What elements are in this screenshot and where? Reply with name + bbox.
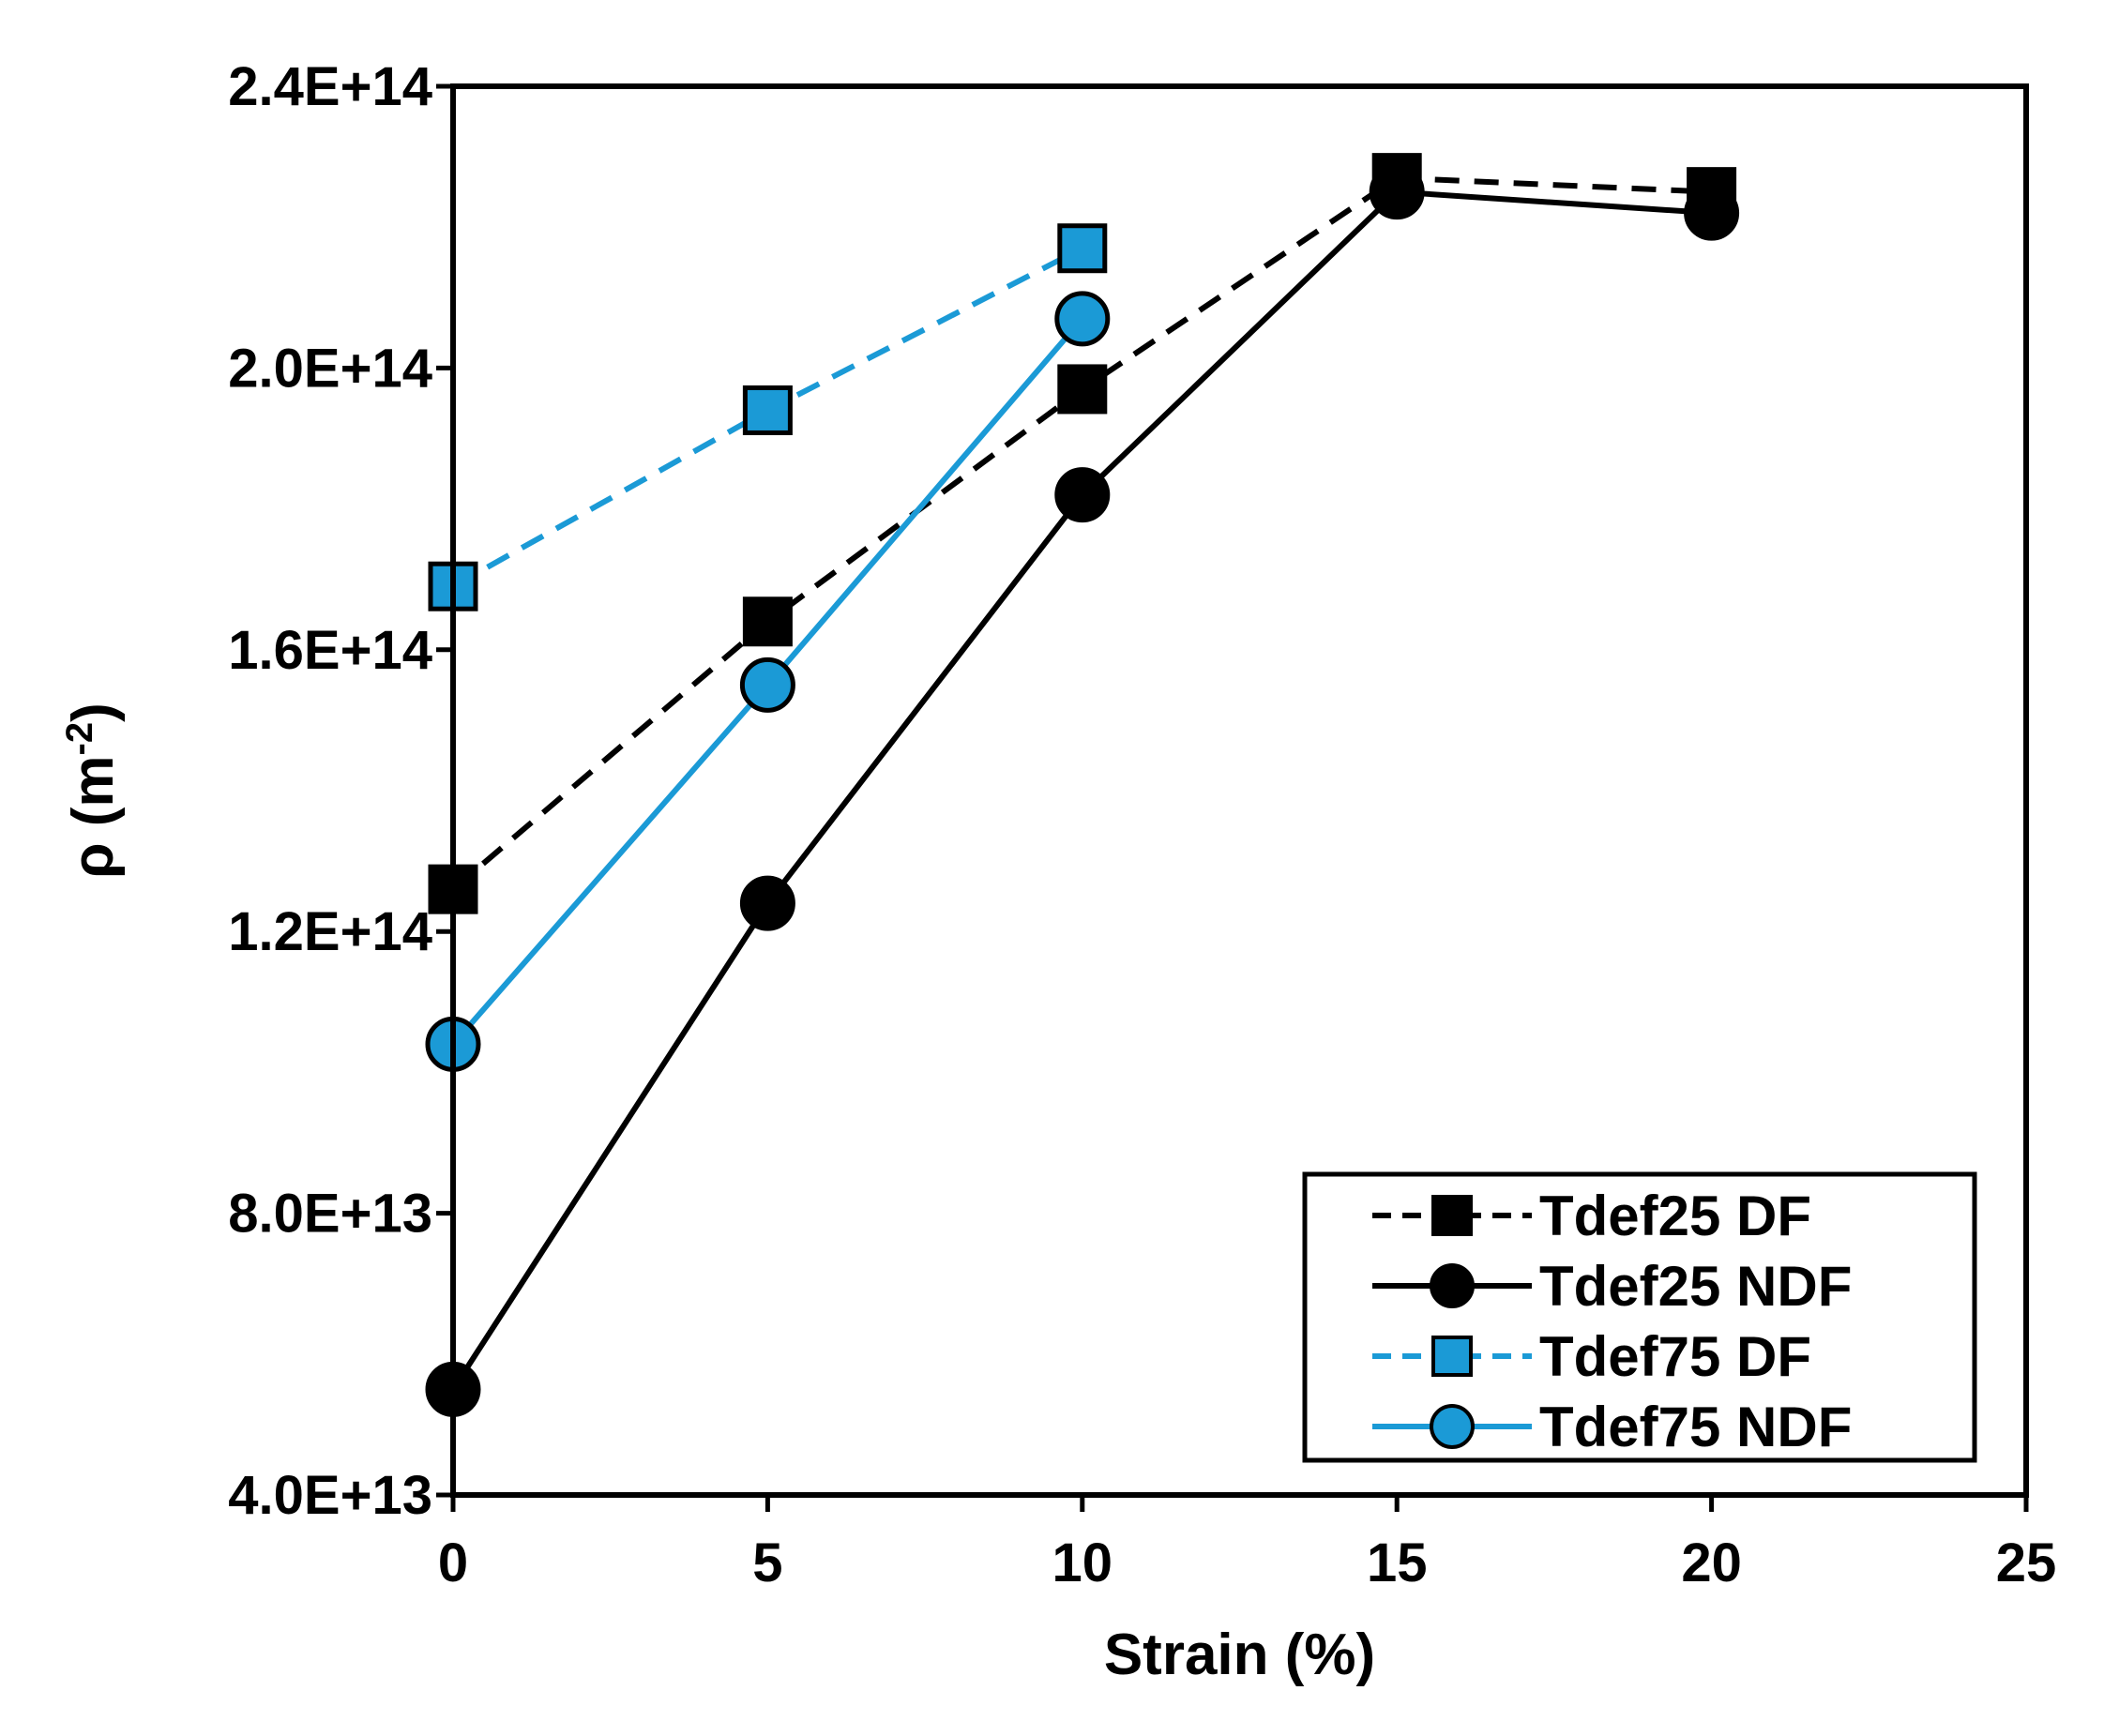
y-tick-label: 8.0E+13 xyxy=(228,1184,432,1245)
legend-item: Tdef75 DF xyxy=(1372,1325,1811,1388)
x-axis-title: Strain (%) xyxy=(1104,1623,1375,1687)
data-point-circle xyxy=(1369,164,1425,220)
x-tick-label: 20 xyxy=(1681,1532,1742,1593)
data-point-square xyxy=(1057,364,1108,415)
y-axis-title-close: ) xyxy=(61,702,126,722)
x-tick-label: 0 xyxy=(438,1532,468,1593)
legend-marker-square xyxy=(1431,1195,1473,1236)
data-point-circle xyxy=(739,657,795,713)
y-axis-title: ρ (m-2) xyxy=(59,702,126,879)
legend-item: Tdef25 DF xyxy=(1372,1185,1811,1247)
data-point-square xyxy=(1057,223,1108,274)
legend-item: Tdef75 NDF xyxy=(1372,1396,1852,1458)
y-tick-label: 4.0E+13 xyxy=(228,1465,432,1526)
y-axis-title-main: ρ (m xyxy=(61,755,126,878)
legend-label: Tdef75 NDF xyxy=(1539,1396,1852,1458)
plot-area-frame xyxy=(450,83,2029,1498)
y-tick-label: 1.6E+14 xyxy=(228,620,432,681)
legend: Tdef25 DF Tdef25 NDF Tdef75 DF Tdef75 NDF xyxy=(1302,1171,1977,1463)
legend-label: Tdef25 NDF xyxy=(1539,1255,1852,1318)
data-point-circle xyxy=(1054,291,1111,347)
legend-box xyxy=(1302,1171,1977,1463)
data-point-square xyxy=(742,385,793,435)
legend-label: Tdef75 DF xyxy=(1539,1325,1811,1388)
x-tick-label: 10 xyxy=(1052,1532,1113,1593)
y-tick-label: 2.4E+14 xyxy=(228,56,432,117)
legend-marker-circle xyxy=(1430,1263,1475,1308)
data-point-circle xyxy=(1054,467,1111,523)
y-axis-title-superscript: -2 xyxy=(59,722,100,756)
legend-marker-circle xyxy=(1430,1404,1475,1449)
y-tick-label: 2.0E+14 xyxy=(228,338,432,399)
legend-marker-square xyxy=(1431,1336,1473,1377)
data-point-circle xyxy=(1684,185,1740,241)
x-tick-label: 15 xyxy=(1367,1532,1428,1593)
legend-item: Tdef25 NDF xyxy=(1372,1255,1852,1318)
data-point-square xyxy=(742,596,793,647)
series-tdef75-df xyxy=(428,223,1108,611)
axis-layer: 4.0E+13 8.0E+13 1.2E+14 1.6E+14 2.0E+14 2.4E+… xyxy=(228,56,2056,1593)
x-tick-label: 5 xyxy=(752,1532,782,1593)
x-tick-label: 25 xyxy=(1996,1532,2057,1593)
data-point-circle xyxy=(739,875,795,931)
y-tick-label: 1.2E+14 xyxy=(228,901,432,962)
legend-label: Tdef25 DF xyxy=(1539,1185,1811,1247)
